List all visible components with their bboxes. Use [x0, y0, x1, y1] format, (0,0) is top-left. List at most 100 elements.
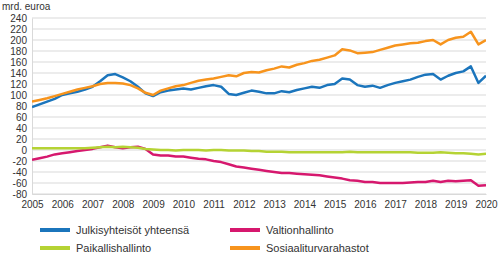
y-axis-title: mrd. euroa	[2, 1, 51, 12]
y-tick-label: 200	[10, 35, 27, 46]
legend-item: Valtionhallinto	[230, 224, 334, 236]
legend-swatch	[230, 228, 260, 232]
x-tick-label: 2007	[82, 199, 105, 210]
grid-line	[32, 95, 486, 96]
x-tick-label: 2012	[233, 199, 256, 210]
x-tick: 2017	[385, 194, 408, 210]
x-tick: 2018	[415, 194, 438, 210]
x-tick: 2010	[173, 194, 196, 210]
legend-swatch	[230, 246, 260, 250]
grid-line	[32, 40, 486, 41]
y-tick: 100	[10, 90, 32, 101]
series-line	[32, 32, 486, 102]
x-tick-label: 2015	[324, 199, 347, 210]
plot-area	[32, 32, 486, 186]
x-tick-label: 2019	[445, 199, 468, 210]
y-tick: 160	[10, 57, 32, 68]
y-tick: 0	[21, 145, 32, 156]
grid-line	[32, 161, 486, 162]
y-tick-label: 240	[10, 13, 27, 24]
legend-label: Sosiaaliturvarahastot	[266, 242, 369, 254]
legend-item: Julkisyhteisöt yhteensä	[40, 224, 190, 236]
y-tick: 60	[16, 112, 32, 123]
grid-line	[32, 194, 486, 195]
x-tick-label: 2009	[142, 199, 165, 210]
y-tick-label: 0	[21, 145, 27, 156]
x-tick: 2007	[82, 194, 105, 210]
legend-label: Paikallishallinto	[76, 242, 151, 254]
grid-line	[32, 106, 486, 107]
y-tick-label: 60	[16, 112, 28, 123]
x-tick: 2019	[445, 194, 468, 210]
legend-label: Valtionhallinto	[266, 224, 334, 236]
legend: Julkisyhteisöt yhteensä Valtionhallinto Pa…	[40, 224, 369, 254]
y-tick: 180	[10, 46, 32, 57]
x-tick: 2020	[475, 194, 498, 210]
legend-swatch	[40, 228, 70, 232]
y-tick: -40	[13, 167, 32, 178]
series-line	[32, 147, 486, 155]
x-tick-label: 2011	[203, 199, 225, 210]
y-tick: -20	[13, 156, 32, 167]
y-tick-label: -20	[13, 156, 28, 167]
x-axis: 2005 2006 2007 2008 2009 2010 2011 2012 2013 2014…	[21, 194, 498, 210]
y-tick-label: 120	[10, 79, 27, 90]
y-tick-label: 180	[10, 46, 27, 57]
legend-label: Julkisyhteisöt yhteensä	[76, 224, 190, 236]
x-tick-label: 2018	[415, 199, 438, 210]
legend-item: Sosiaaliturvarahastot	[230, 242, 369, 254]
y-tick: 240	[10, 13, 32, 24]
grid-line	[32, 62, 486, 63]
grid-line	[32, 128, 486, 129]
y-tick: 140	[10, 68, 32, 79]
grid-line	[32, 117, 486, 118]
x-tick: 2005	[21, 194, 44, 210]
x-tick-label: 2013	[264, 199, 287, 210]
grid-line	[32, 51, 486, 52]
x-tick: 2014	[294, 194, 317, 210]
x-tick-label: 2014	[294, 199, 317, 210]
chart: -80-60-40-200204060801001201401601802002…	[0, 0, 500, 260]
series-line	[32, 146, 486, 186]
y-tick-label: -40	[13, 167, 28, 178]
x-tick: 2013	[264, 194, 287, 210]
y-tick-label: 20	[16, 134, 28, 145]
x-tick: 2009	[142, 194, 165, 210]
y-tick: -60	[13, 178, 32, 189]
x-tick: 2006	[52, 194, 75, 210]
grid-line	[32, 172, 486, 173]
y-tick: 40	[16, 123, 32, 134]
x-tick: 2008	[112, 194, 135, 210]
y-tick-label: 140	[10, 68, 27, 79]
y-tick: 120	[10, 79, 32, 90]
x-axis-line	[33, 194, 487, 195]
y-tick: 200	[10, 35, 32, 46]
grid-line	[32, 29, 486, 30]
x-tick-label: 2016	[354, 199, 377, 210]
grid-line	[32, 139, 486, 140]
x-tick: 2012	[233, 194, 256, 210]
legend-item: Paikallishallinto	[40, 242, 151, 254]
y-tick-label: 100	[10, 90, 27, 101]
y-tick-label: -60	[13, 178, 28, 189]
x-tick: 2011	[203, 194, 225, 210]
y-tick-label: 80	[16, 101, 28, 112]
y-tick: 220	[10, 24, 32, 35]
x-tick: 2015	[324, 194, 347, 210]
x-tick-label: 2017	[385, 199, 408, 210]
y-tick-label: 40	[16, 123, 28, 134]
y-tick: 20	[16, 134, 32, 145]
y-tick-label: 220	[10, 24, 27, 35]
x-tick: 2016	[354, 194, 377, 210]
y-tick-label: 160	[10, 57, 27, 68]
y-axis: -80-60-40-200204060801001201401601802002…	[10, 13, 32, 200]
grid-line	[32, 18, 486, 19]
x-tick-label: 2020	[475, 199, 498, 210]
x-tick-label: 2005	[21, 199, 44, 210]
x-tick-label: 2006	[52, 199, 75, 210]
x-tick-label: 2008	[112, 199, 135, 210]
y-tick: 80	[16, 101, 32, 112]
grid	[32, 18, 486, 194]
legend-swatch	[40, 246, 70, 250]
x-tick-label: 2010	[173, 199, 196, 210]
